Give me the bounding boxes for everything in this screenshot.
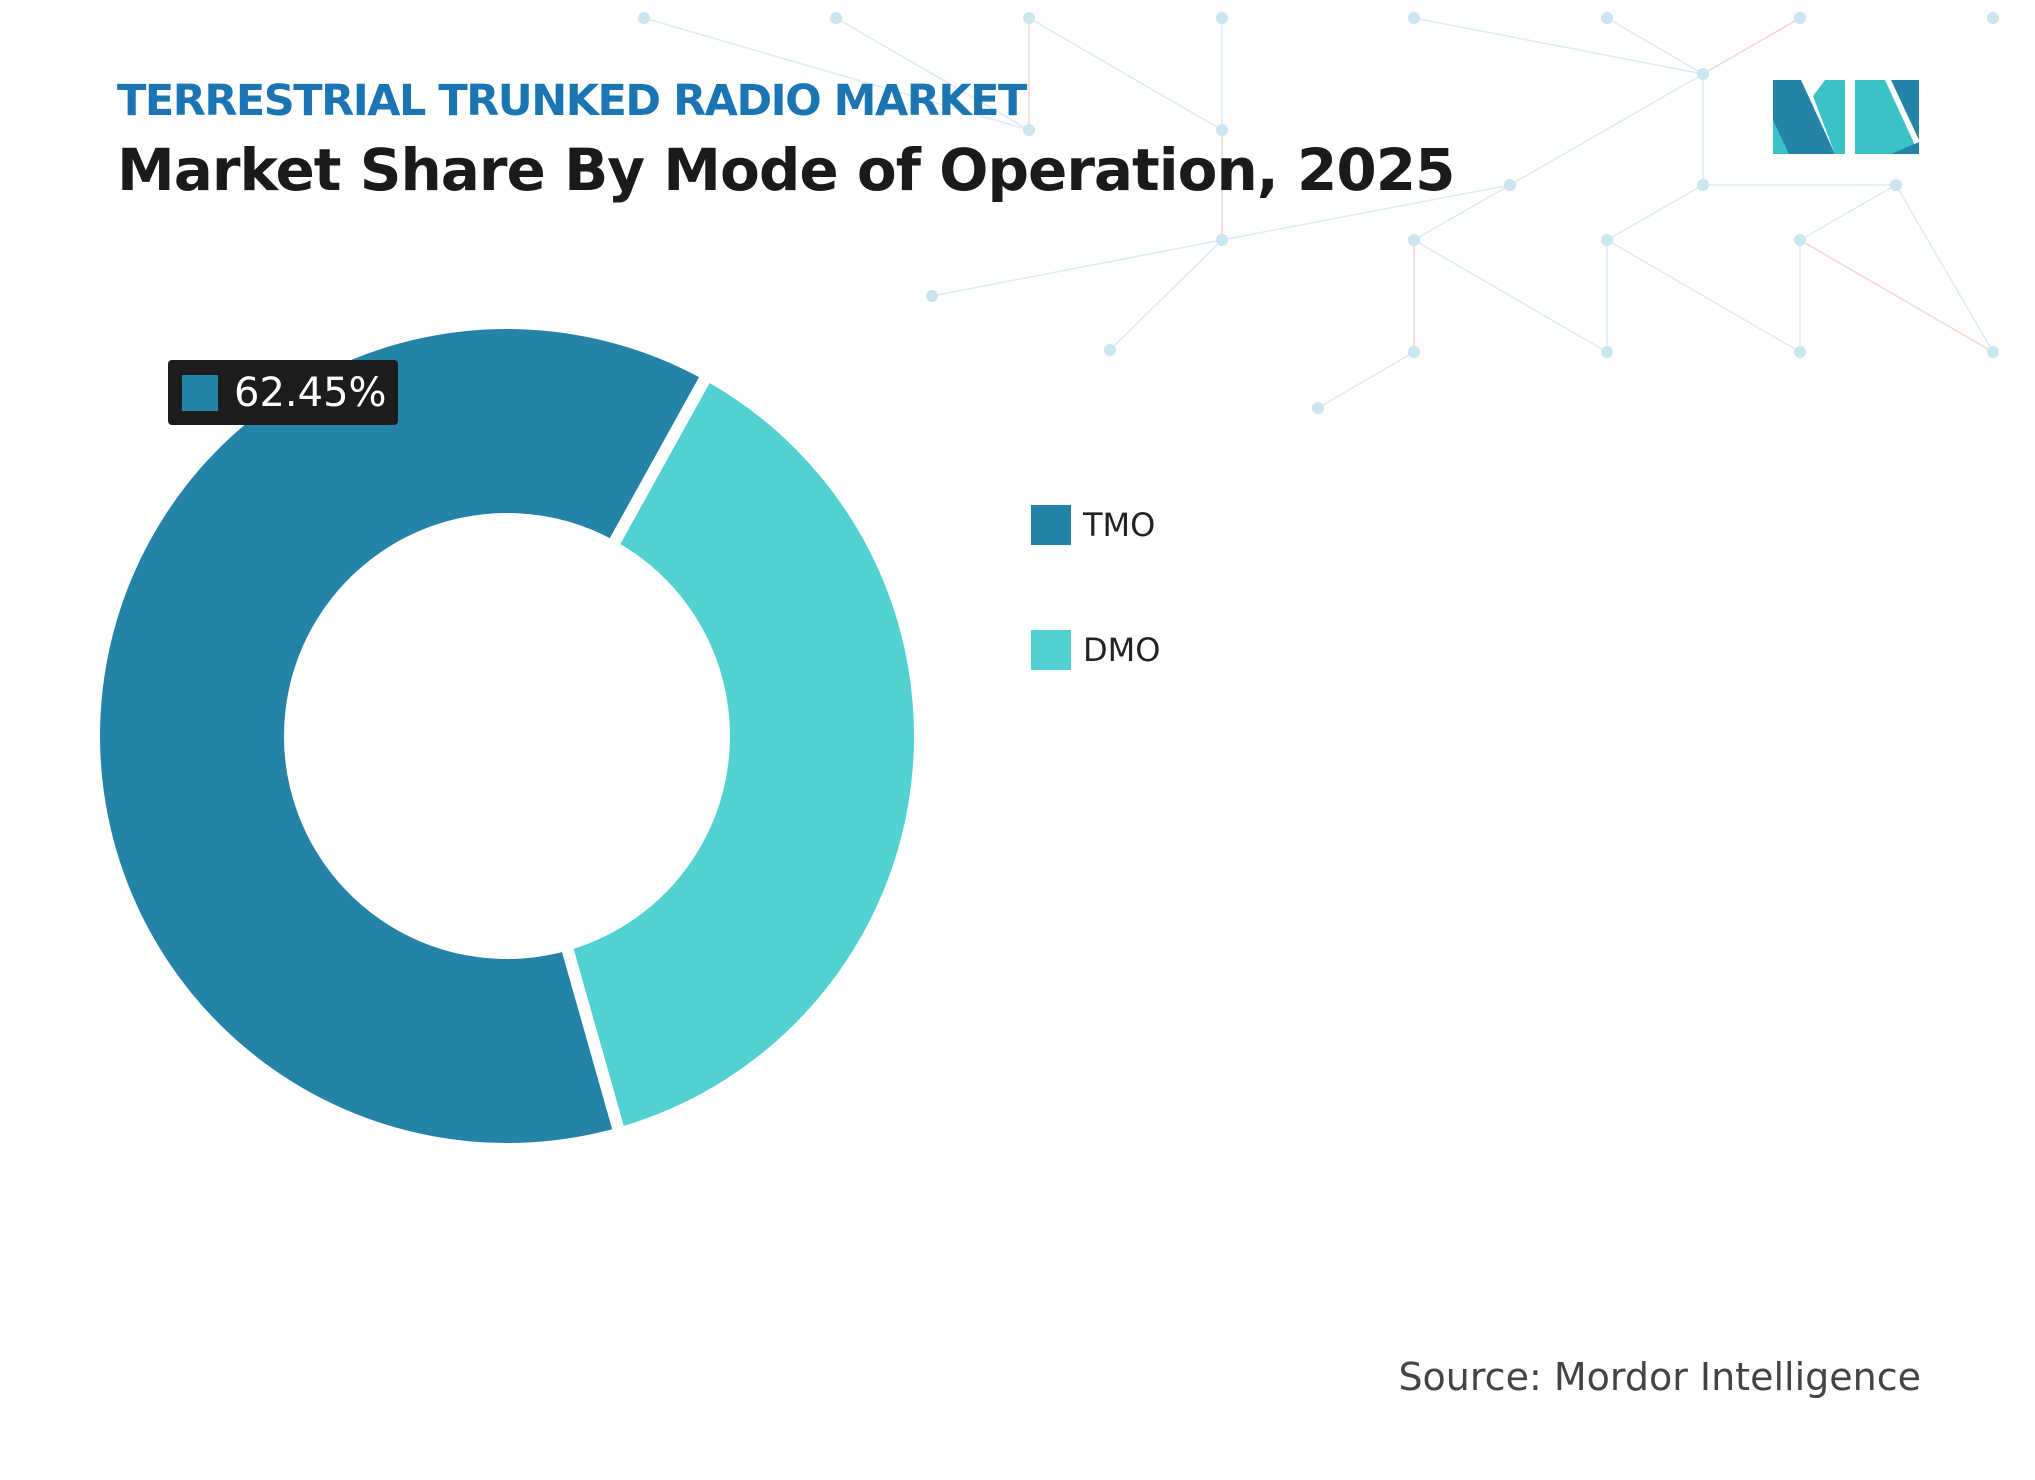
pattern-line: [1799, 239, 1994, 353]
pattern-line: [643, 17, 1030, 131]
source-note: Source: Mordor Intelligence: [1398, 1355, 1921, 1399]
chart-title: Market Share By Mode of Operation, 2025: [117, 136, 1455, 204]
pattern-node: [1023, 124, 1035, 136]
legend-label-dmo: DMO: [1083, 631, 1161, 669]
legend-item-tmo: TMO: [1031, 505, 1155, 545]
pattern-node: [1794, 12, 1806, 24]
pattern-line: [1702, 17, 1801, 75]
data-label-tmo: 62.45%: [168, 360, 398, 425]
pattern-node: [1601, 234, 1613, 246]
pattern-node: [1504, 179, 1516, 191]
pattern-line: [1799, 184, 1897, 241]
pattern-line: [1413, 239, 1608, 353]
data-label-swatch: [182, 374, 218, 411]
pattern-node: [1601, 12, 1613, 24]
pattern-node: [1601, 346, 1613, 358]
donut-slice-dmo: [558, 366, 926, 1141]
pattern-line: [835, 17, 1030, 131]
legend-item-dmo: DMO: [1031, 630, 1160, 670]
pattern-node: [830, 12, 842, 24]
pattern-node: [1408, 12, 1420, 24]
legend-swatch-tmo: [1031, 505, 1071, 545]
mordor-intelligence-logo: [1773, 80, 1919, 154]
legend-label-tmo: TMO: [1083, 506, 1156, 544]
pattern-line: [1109, 239, 1223, 351]
pattern-line: [1221, 184, 1511, 241]
pattern-line: [1509, 73, 1704, 186]
pattern-node: [1697, 68, 1709, 80]
pattern-node: [1890, 179, 1902, 191]
pattern-node: [1216, 12, 1228, 24]
pattern-node: [1794, 346, 1806, 358]
data-label-text: 62.45%: [234, 369, 387, 416]
pattern-node: [1794, 234, 1806, 246]
pattern-node: [1104, 344, 1116, 356]
pattern-node: [1216, 124, 1228, 136]
pattern-line: [1606, 184, 1704, 241]
pattern-line: [1028, 17, 1223, 131]
pattern-line: [931, 239, 1223, 297]
pattern-line: [1606, 17, 1704, 75]
pattern-node: [1987, 346, 1999, 358]
pattern-node: [1312, 402, 1324, 414]
pattern-node: [1023, 12, 1035, 24]
pattern-line: [1413, 184, 1511, 241]
pattern-node: [1216, 234, 1228, 246]
pattern-line: [1413, 17, 1704, 75]
chart-subtitle: TERRESTRIAL TRUNKED RADIO MARKET: [117, 76, 1027, 126]
pattern-node: [1987, 12, 1999, 24]
pattern-node: [926, 290, 938, 302]
pattern-line: [1317, 351, 1415, 409]
pattern-node: [1697, 179, 1709, 191]
pattern-line: [1895, 184, 1994, 353]
legend-swatch-dmo: [1031, 630, 1071, 670]
pattern-node: [1408, 234, 1420, 246]
pattern-node: [1408, 346, 1420, 358]
donut-slice-tmo: [88, 317, 716, 1155]
pattern-node: [638, 12, 650, 24]
pattern-line: [1606, 239, 1801, 353]
